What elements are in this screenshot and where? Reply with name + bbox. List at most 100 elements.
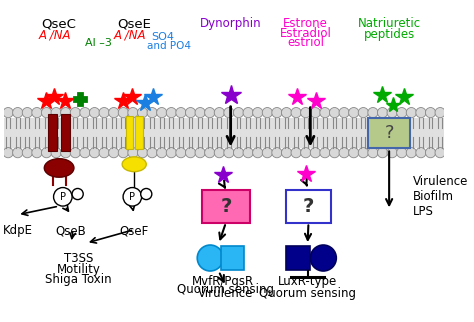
Circle shape (426, 147, 436, 158)
Text: Al –3: Al –3 (85, 38, 112, 48)
Circle shape (147, 108, 157, 118)
Circle shape (70, 108, 81, 118)
Circle shape (99, 147, 109, 158)
FancyBboxPatch shape (286, 190, 331, 223)
Circle shape (310, 108, 320, 118)
Circle shape (282, 147, 292, 158)
Circle shape (70, 147, 81, 158)
Circle shape (387, 147, 397, 158)
Circle shape (90, 147, 100, 158)
Circle shape (195, 147, 205, 158)
Circle shape (32, 147, 42, 158)
Circle shape (397, 147, 407, 158)
Circle shape (176, 108, 186, 118)
Circle shape (348, 108, 359, 118)
Circle shape (406, 108, 417, 118)
Text: Virulence
Biofilm
LPS: Virulence Biofilm LPS (413, 175, 469, 218)
Circle shape (291, 147, 301, 158)
Circle shape (416, 147, 426, 158)
Text: Estrone: Estrone (283, 17, 328, 30)
Circle shape (205, 147, 215, 158)
Circle shape (387, 108, 397, 118)
Text: and PO4: and PO4 (147, 42, 191, 52)
Circle shape (214, 108, 224, 118)
Circle shape (54, 187, 72, 206)
Text: T3SS: T3SS (64, 252, 93, 265)
Text: A /NA: A /NA (113, 28, 146, 42)
Circle shape (214, 147, 224, 158)
Circle shape (426, 108, 436, 118)
Circle shape (41, 147, 52, 158)
Text: Shiga Toxin: Shiga Toxin (46, 273, 112, 286)
Circle shape (435, 147, 445, 158)
FancyBboxPatch shape (221, 246, 244, 270)
Circle shape (253, 108, 263, 118)
Circle shape (339, 147, 349, 158)
Circle shape (397, 108, 407, 118)
Circle shape (109, 147, 119, 158)
Circle shape (233, 147, 244, 158)
Circle shape (185, 108, 196, 118)
Circle shape (32, 108, 42, 118)
Circle shape (80, 108, 90, 118)
Circle shape (166, 108, 176, 118)
Circle shape (301, 147, 311, 158)
Circle shape (435, 108, 445, 118)
Circle shape (118, 108, 128, 118)
Text: SO4: SO4 (151, 32, 174, 42)
Circle shape (243, 147, 253, 158)
Text: ?: ? (220, 197, 232, 216)
Circle shape (377, 108, 388, 118)
Circle shape (72, 188, 83, 200)
Circle shape (61, 108, 71, 118)
Circle shape (348, 147, 359, 158)
FancyBboxPatch shape (286, 246, 310, 270)
Text: Estradiol: Estradiol (280, 27, 332, 40)
Circle shape (320, 108, 330, 118)
Text: A /NA: A /NA (38, 28, 71, 42)
Circle shape (137, 108, 147, 118)
Circle shape (224, 147, 234, 158)
Text: QseB: QseB (56, 224, 87, 237)
Circle shape (13, 108, 23, 118)
Circle shape (224, 108, 234, 118)
Circle shape (51, 108, 61, 118)
Text: MvfR/PqsR: MvfR/PqsR (192, 275, 254, 288)
Circle shape (368, 147, 378, 158)
Circle shape (90, 108, 100, 118)
Circle shape (416, 108, 426, 118)
FancyBboxPatch shape (202, 190, 250, 223)
FancyBboxPatch shape (368, 118, 410, 147)
Text: P: P (129, 192, 136, 202)
Circle shape (358, 147, 368, 158)
Bar (135, 116, 143, 149)
Circle shape (320, 147, 330, 158)
Text: peptides: peptides (364, 27, 415, 41)
Circle shape (310, 245, 336, 271)
Text: QseF: QseF (119, 224, 149, 237)
Bar (4, 118, 444, 147)
Bar (48, 114, 57, 151)
Circle shape (272, 147, 282, 158)
Ellipse shape (44, 159, 74, 177)
Text: Quorum sensing: Quorum sensing (177, 283, 274, 296)
Circle shape (141, 188, 152, 200)
Circle shape (243, 108, 253, 118)
Circle shape (329, 108, 340, 118)
Circle shape (195, 108, 205, 118)
Ellipse shape (122, 157, 146, 172)
Text: ?: ? (303, 197, 314, 216)
Circle shape (61, 147, 71, 158)
Circle shape (301, 108, 311, 118)
Circle shape (310, 147, 320, 158)
Circle shape (406, 147, 417, 158)
Circle shape (51, 147, 61, 158)
Circle shape (253, 147, 263, 158)
Text: estriol: estriol (287, 36, 324, 49)
Text: QseE: QseE (117, 17, 151, 30)
Bar (126, 116, 133, 149)
Text: Virulence: Virulence (198, 287, 254, 300)
Circle shape (368, 108, 378, 118)
Circle shape (205, 108, 215, 118)
Text: KdpE: KdpE (2, 224, 32, 237)
